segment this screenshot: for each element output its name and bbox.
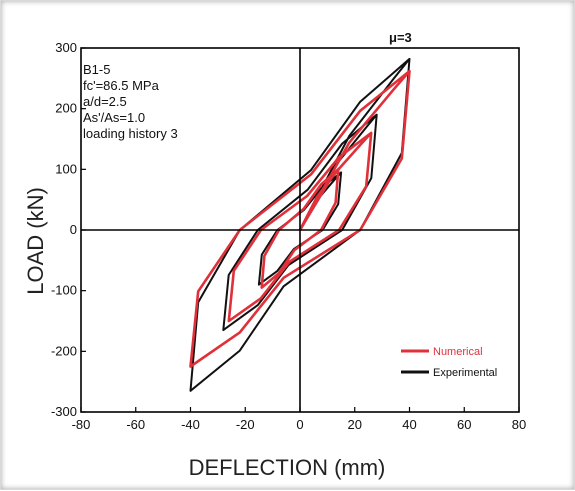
info-line: a/d=2.5 xyxy=(83,94,127,109)
y-tick-label: -300 xyxy=(51,404,77,419)
info-line: As'/As=1.0 xyxy=(83,110,145,125)
y-tick-label: 0 xyxy=(70,222,77,237)
x-axis-title: DEFLECTION (mm) xyxy=(189,455,386,480)
info-line: loading history 3 xyxy=(83,126,178,141)
x-tick-label: 20 xyxy=(348,417,362,432)
y-axis-title: LOAD (kN) xyxy=(23,187,48,295)
x-tick-label: 60 xyxy=(457,417,471,432)
y-tick-label: 100 xyxy=(55,161,77,176)
x-ticks-group: -80 -60 -40 -20 0 20 40 60 80 xyxy=(72,407,526,432)
experimental-loop xyxy=(189,57,411,392)
legend-label-experimental: Experimental xyxy=(433,367,497,379)
y-tick-label: -100 xyxy=(51,283,77,298)
legend-label-numerical: Numerical xyxy=(433,346,483,358)
y-ticks-group: 300 200 100 0 -100 -200 -300 xyxy=(51,40,86,419)
x-tick-label: -80 xyxy=(72,417,91,432)
y-tick-label: 300 xyxy=(55,40,77,55)
y-tick-label: -200 xyxy=(51,343,77,358)
ductility-annotation: μ=3 xyxy=(389,30,412,45)
info-line: fc'=86.5 MPa xyxy=(83,78,160,93)
y-tick-label: 200 xyxy=(55,101,77,116)
numerical-loop xyxy=(189,69,411,368)
x-tick-label: -20 xyxy=(236,417,255,432)
x-tick-label: -60 xyxy=(126,417,145,432)
info-line: B1-5 xyxy=(83,62,110,77)
x-tick-label: 0 xyxy=(296,417,303,432)
x-tick-label: 80 xyxy=(512,417,526,432)
x-tick-label: 40 xyxy=(402,417,416,432)
curves-group xyxy=(189,57,411,392)
x-tick-label: -40 xyxy=(181,417,200,432)
